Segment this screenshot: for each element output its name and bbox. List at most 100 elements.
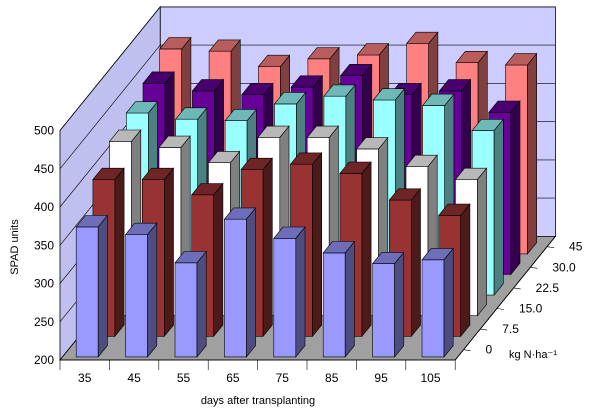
bar-top: [175, 107, 208, 120]
y-tick-label: 500: [34, 124, 54, 138]
bar-top: [124, 222, 158, 235]
bar-side: [493, 118, 504, 296]
x-tick-label: 95: [374, 371, 388, 385]
bar-top: [504, 53, 538, 66]
bar-0-105: [421, 247, 454, 358]
x-tick-label: 75: [276, 371, 290, 385]
bar-top: [356, 43, 390, 56]
bar-top: [191, 183, 224, 196]
bar-top: [257, 54, 291, 67]
depth-tick-mark: [480, 328, 488, 331]
bar-top: [174, 251, 207, 264]
y-tick-labels: 200 250 300 350 400 450 500: [34, 124, 54, 368]
depth-tick-label: 22.5: [536, 281, 560, 295]
y-tick-label: 250: [34, 315, 54, 329]
depth-tick-label: 15.0: [519, 302, 543, 316]
bar-side: [312, 152, 323, 338]
x-tick-label: 45: [127, 371, 141, 385]
bar-front: [125, 234, 148, 358]
depth-tick-label: 30.0: [552, 260, 576, 274]
bar-top: [158, 135, 191, 148]
x-tick-label: 65: [226, 371, 240, 385]
bar-0-45: [124, 222, 158, 358]
bar-front: [421, 259, 445, 358]
x-tick-label: 55: [177, 371, 191, 385]
x-tick-labels: 35 45 55 65 75 85 95 105: [59, 359, 456, 385]
bar-top: [273, 92, 307, 105]
bar-top: [471, 119, 504, 131]
bar-top: [454, 167, 488, 180]
bar-top: [339, 64, 373, 76]
bar-top: [339, 161, 372, 174]
x-tick-label: 85: [325, 371, 339, 385]
bar-side: [344, 240, 355, 358]
y-tick-label: 300: [34, 277, 54, 291]
bar-side: [477, 167, 487, 317]
depth-tick-label: 45: [569, 240, 583, 254]
y-tick-label: 400: [34, 200, 54, 214]
bar-top: [371, 252, 405, 264]
bar-front: [75, 226, 99, 358]
x-axis-label: days after transplanting: [201, 395, 315, 407]
bar-front: [372, 263, 395, 358]
bar-side: [246, 207, 256, 358]
bar-top: [355, 137, 389, 150]
bar-top: [75, 215, 109, 228]
bar-side: [295, 226, 306, 358]
bar-top: [223, 207, 257, 220]
bar-side: [527, 52, 538, 255]
bar-side: [410, 187, 421, 338]
bar-0-75: [273, 226, 306, 358]
bar-top: [208, 39, 241, 52]
bar-front: [174, 262, 198, 358]
bar-top: [406, 31, 439, 44]
bar-top: [306, 125, 340, 138]
depth-tick-mark: [496, 308, 504, 310]
bar-side: [361, 161, 372, 338]
bar-front: [273, 238, 297, 358]
bar-top: [405, 154, 438, 167]
bar-top: [108, 129, 142, 142]
bar-top: [207, 151, 241, 163]
bar-top: [224, 109, 257, 121]
bar-top: [257, 125, 290, 138]
depth-tick-labels: 0 7.515.0 22.5 30.0 45: [454, 236, 583, 361]
bar-top: [142, 71, 175, 84]
bar-side: [213, 182, 224, 338]
depth-tick-mark: [530, 267, 538, 269]
y-tick-label: 350: [34, 238, 54, 252]
bar-top: [422, 93, 455, 106]
bar-0-85: [322, 240, 356, 358]
bar-top: [438, 203, 471, 216]
bar-top: [455, 50, 488, 64]
bar-side: [510, 100, 521, 276]
bar-top: [372, 88, 406, 101]
bar-top: [241, 83, 274, 95]
bar-side: [164, 167, 174, 338]
gridline: [59, 6, 556, 131]
bar-front: [224, 218, 247, 358]
bar-top: [438, 79, 472, 92]
y-tick-label: 450: [34, 162, 54, 176]
bar-side: [443, 247, 454, 358]
bar-top: [289, 152, 323, 165]
bar-top: [191, 79, 225, 92]
bar-top: [488, 100, 521, 113]
bars: [75, 31, 538, 358]
x-tick-label: 35: [78, 371, 92, 385]
bar-side: [97, 214, 108, 358]
bar-top: [159, 37, 192, 50]
bar-top: [323, 84, 356, 97]
bar-side: [196, 250, 207, 358]
bar-top: [141, 167, 175, 180]
bar-front: [322, 252, 346, 358]
bar-side: [262, 157, 273, 338]
depth-tick-label: 7.5: [502, 322, 519, 336]
bar-side: [460, 203, 471, 338]
bar-0-35: [75, 214, 109, 358]
bar-top: [92, 167, 125, 180]
bar-side: [114, 167, 125, 338]
bar-0-95: [371, 251, 405, 358]
